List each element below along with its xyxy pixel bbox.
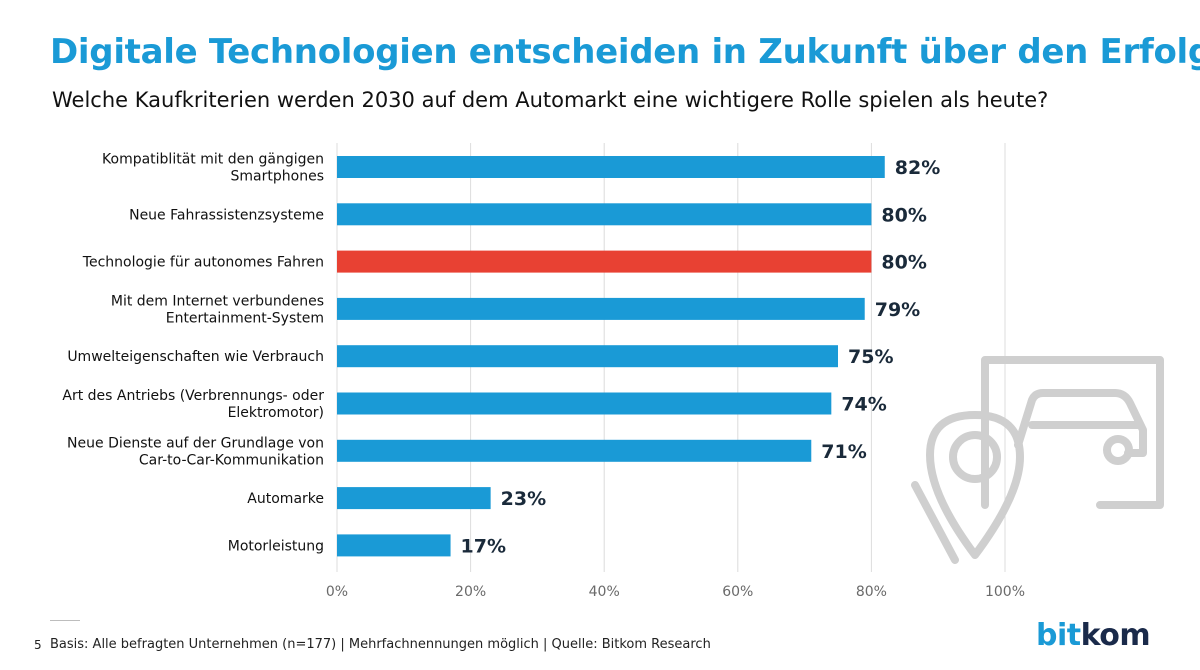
x-tick-label: 40% — [589, 584, 620, 600]
category-label: Kompatiblität mit den gängigen Smartphone… — [102, 152, 324, 185]
x-tick-label: 80% — [856, 584, 887, 600]
x-tick-label: 60% — [722, 584, 753, 600]
category-label-line: Mit dem Internet verbundenes — [111, 293, 324, 309]
category-label-line: Umwelteigenschaften wie Verbrauch — [67, 349, 324, 365]
bar — [337, 439, 812, 462]
category-label: Neue Dienste auf der Grundlage von Car-to… — [67, 435, 324, 468]
value-label: 23% — [501, 488, 546, 510]
car-location-pin-icon — [911, 356, 1164, 564]
bar — [337, 250, 872, 273]
bar — [337, 487, 491, 510]
category-label-line: Motorleistung — [228, 538, 324, 554]
footer-rule — [50, 620, 80, 621]
page-subtitle: Welche Kaufkriterien werden 2030 auf dem… — [52, 88, 1049, 112]
category-label-line: Elektromotor) — [228, 405, 324, 421]
category-label-line: Smartphones — [231, 169, 324, 185]
x-tick-label: 0% — [326, 584, 348, 600]
bitkom-logo: bitkom — [1036, 618, 1151, 653]
category-label-line: Kompatiblität mit den gängigen — [102, 152, 324, 168]
value-label: 79% — [875, 299, 920, 321]
value-label: 80% — [881, 204, 926, 226]
logo-part-kom: kom — [1080, 618, 1151, 653]
bar — [337, 392, 832, 415]
bar — [337, 203, 872, 226]
page-number: 5 — [34, 638, 42, 652]
value-label: 80% — [881, 252, 926, 274]
category-label: Automarke — [247, 491, 324, 507]
category-label: Umwelteigenschaften wie Verbrauch — [67, 349, 324, 365]
footnote-source: Basis: Alle befragten Unternehmen (n=177… — [50, 637, 711, 652]
bar — [337, 534, 451, 557]
x-tick-label: 20% — [455, 584, 486, 600]
category-label-line: Neue Dienste auf der Grundlage von — [67, 435, 324, 451]
category-label-line: Car-to-Car-Kommunikation — [139, 452, 324, 468]
category-label: Neue Fahrassistenzsysteme — [129, 207, 324, 223]
value-label: 17% — [461, 535, 506, 557]
bar — [337, 156, 885, 178]
value-label: 82% — [895, 157, 940, 179]
category-label: Mit dem Internet verbundenes Entertainmen… — [111, 293, 324, 326]
category-label: Technologie für autonomes Fahren — [82, 255, 324, 271]
category-label: Motorleistung — [228, 538, 324, 554]
category-label: Art des Antriebs (Verbrennungs- oder Elek… — [62, 388, 324, 421]
category-label-line: Neue Fahrassistenzsysteme — [129, 207, 324, 223]
x-tick-label: 100% — [985, 584, 1025, 600]
category-label-line: Art des Antriebs (Verbrennungs- oder — [62, 388, 324, 404]
bar-chart: 0% 20% 40% 60% 80% 100% Kompatiblität mit den … — [62, 143, 1025, 600]
category-label-line: Entertainment-System — [166, 310, 324, 326]
bar — [337, 297, 865, 320]
value-label: 71% — [821, 441, 866, 463]
value-label: 75% — [848, 346, 893, 368]
bar — [337, 345, 838, 368]
category-label-line: Technologie für autonomes Fahren — [82, 255, 324, 271]
category-label-line: Automarke — [247, 491, 324, 507]
value-label: 74% — [841, 394, 886, 416]
page-title: Digitale Technologien entscheiden in Zuk… — [50, 32, 1200, 72]
logo-part-bit: bit — [1036, 618, 1081, 653]
